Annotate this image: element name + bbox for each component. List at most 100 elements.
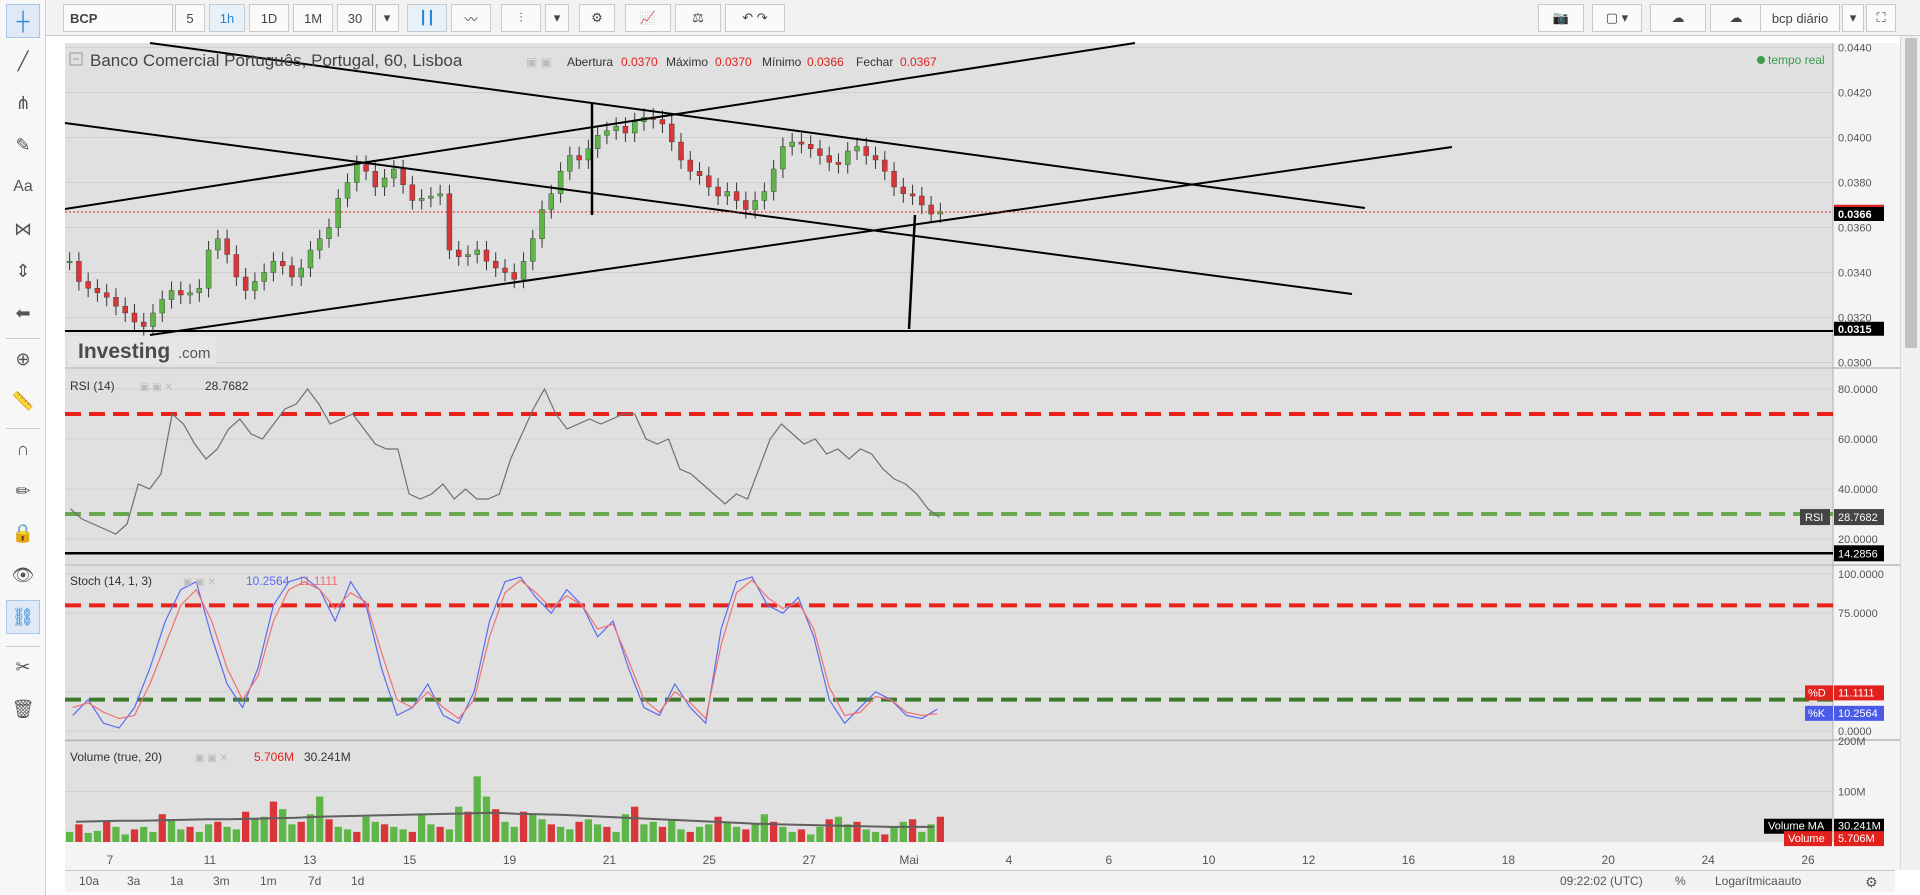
back-arrow-icon[interactable]: ⬅ xyxy=(15,302,31,323)
chart-type-dropdown-icon[interactable]: ▾ xyxy=(545,4,569,32)
time-tick-label: 10 xyxy=(1202,853,1216,867)
measure-tool-icon[interactable]: ⇕ xyxy=(15,260,31,281)
pitchfork-tool-icon[interactable]: ⋔ xyxy=(15,92,31,113)
tools-icon[interactable]: ✂ xyxy=(15,656,31,677)
auto-toggle[interactable]: auto xyxy=(1778,874,1802,888)
time-tick-label: Mai xyxy=(899,853,918,867)
volume-label: Volume (true, 20) xyxy=(70,750,162,764)
volume-bar xyxy=(427,824,435,842)
interval-1h[interactable]: 1h xyxy=(209,4,245,32)
low-value: 0.0366 xyxy=(807,55,844,69)
stoch-d-tag xyxy=(1805,685,1833,701)
candle xyxy=(261,272,267,282)
fullscreen-icon[interactable]: ⛶ xyxy=(1866,4,1896,32)
log-toggle[interactable]: Logarítmica xyxy=(1715,874,1778,888)
volume-bar xyxy=(195,831,203,842)
candle xyxy=(150,312,156,327)
pencil-icon[interactable]: ✏ xyxy=(15,480,31,501)
range-3m[interactable]: 3m xyxy=(213,874,230,888)
trendlines[interactable] xyxy=(64,42,1833,336)
indicators-icon[interactable]: 📈 xyxy=(625,4,671,32)
magnet-icon[interactable]: ∩ xyxy=(16,438,30,459)
stoch-settings-icons[interactable]: ▣ ▣ ✕ xyxy=(183,577,216,588)
line-chart-icon[interactable]: 〰 xyxy=(451,4,491,32)
volume-bar xyxy=(75,824,83,842)
lock-icon[interactable]: 🔒 xyxy=(11,522,35,543)
volume-bar xyxy=(918,831,926,842)
stoch-d-value: 11.1111 xyxy=(298,574,338,588)
scrollbar-thumb[interactable] xyxy=(1905,38,1917,348)
stoch-label: Stoch (14, 1, 3) xyxy=(70,574,152,588)
brush-tool-icon[interactable]: ✎ xyxy=(15,134,31,155)
rsi-tag xyxy=(1800,509,1830,526)
time-axis[interactable]: 7 11 13 15 19 21 25 27 Mai 4 6 10 12 16 18 20 24 26 xyxy=(107,853,1815,867)
eye-icon[interactable]: 👁 xyxy=(11,564,35,585)
link-icon[interactable]: ⛓ xyxy=(6,600,40,634)
range-7d[interactable]: 7d xyxy=(308,874,322,888)
time-tick-label: 11 xyxy=(204,853,217,867)
candle xyxy=(493,261,499,269)
price-axis[interactable]: 0.0440 0.0420 0.0400 0.0380 0.0360 0.0340 0.03… xyxy=(1834,43,1884,370)
price-tick-label: 0.0380 xyxy=(1838,178,1872,190)
trash-icon[interactable]: 🗑 xyxy=(11,698,35,719)
open-value: 0.0370 xyxy=(621,55,658,69)
camera-icon[interactable]: 📷 xyxy=(1538,4,1584,32)
candle xyxy=(483,249,490,262)
cloud-upload-icon[interactable]: ☁ xyxy=(1710,4,1762,32)
scrollbar[interactable] xyxy=(1900,36,1920,870)
candle xyxy=(242,276,249,291)
candle xyxy=(724,191,731,197)
volume-bar xyxy=(862,829,870,842)
stoch-k-tag-label: %K xyxy=(1808,708,1826,720)
volume-bar xyxy=(482,796,491,842)
symbol-input[interactable]: BCP xyxy=(63,4,173,32)
gear-icon[interactable]: ⚙ xyxy=(1865,874,1878,890)
trendline[interactable] xyxy=(149,42,1366,209)
rsi-settings-icons[interactable]: ▣ ▣ ✕ xyxy=(140,382,173,393)
gear-icon[interactable]: ⚙ xyxy=(579,4,615,32)
interval-dropdown-icon[interactable]: ▾ xyxy=(375,4,399,32)
price-tick-label: 0.0340 xyxy=(1838,268,1872,280)
range-10a[interactable]: 10a xyxy=(79,874,100,888)
range-1m[interactable]: 1m xyxy=(260,874,277,888)
vertical-line[interactable] xyxy=(907,214,917,330)
interval-5[interactable]: 5 xyxy=(175,4,205,32)
price-tick-label: 0.0360 xyxy=(1838,223,1872,235)
stoch-d-value-label: 11.1111 xyxy=(1838,687,1875,699)
interval-1d[interactable]: 1D xyxy=(249,4,289,32)
interval-1m[interactable]: 1M xyxy=(293,4,333,32)
layout-icon[interactable]: ▢ ▾ xyxy=(1592,4,1642,32)
undo-redo-icon[interactable]: ↶ ↷ xyxy=(725,4,785,32)
ruler-icon[interactable]: 📏 xyxy=(11,390,35,411)
range-1a[interactable]: 1a xyxy=(170,874,184,888)
trendline[interactable] xyxy=(64,122,1353,295)
layout-dropdown-icon[interactable]: ▾ xyxy=(1842,4,1864,32)
range-1d[interactable]: 1d xyxy=(351,874,365,888)
saved-layout-name[interactable]: bcp diário xyxy=(1760,4,1840,32)
trendline[interactable] xyxy=(64,42,1136,210)
trendline-tool-icon[interactable]: ╱ xyxy=(17,50,29,71)
text-tool-icon[interactable]: Aa xyxy=(13,178,33,195)
range-3a[interactable]: 3a xyxy=(127,874,141,888)
volume-settings-icons[interactable]: ▣ ▣ ✕ xyxy=(195,753,228,764)
candles-icon[interactable]: ┃┃ xyxy=(407,4,447,32)
interval-30[interactable]: 30 xyxy=(337,4,373,32)
time-tick-label: 13 xyxy=(303,853,317,867)
compare-icon[interactable]: ⚖ xyxy=(675,4,721,32)
percent-toggle[interactable]: % xyxy=(1675,874,1686,888)
price-panel-bg xyxy=(65,43,1833,367)
volume-value-2: 30.241M xyxy=(304,750,351,764)
trendline[interactable] xyxy=(149,146,1453,336)
volume-bar xyxy=(668,819,676,842)
settings-icons[interactable]: ▣ ▣ xyxy=(526,55,552,69)
collapse-icon[interactable] xyxy=(69,52,83,66)
crosshair-icon[interactable]: ┼ xyxy=(6,4,40,38)
bar-chart-icon[interactable]: ⫶ xyxy=(501,4,541,32)
pattern-tool-icon[interactable]: ⋈ xyxy=(14,218,32,239)
zoom-in-icon[interactable]: ⊕ xyxy=(15,348,31,369)
cloud-download-icon[interactable]: ☁ xyxy=(1650,4,1706,32)
volume-bar xyxy=(121,834,129,842)
candle xyxy=(205,249,212,289)
volume-bar xyxy=(834,816,843,842)
